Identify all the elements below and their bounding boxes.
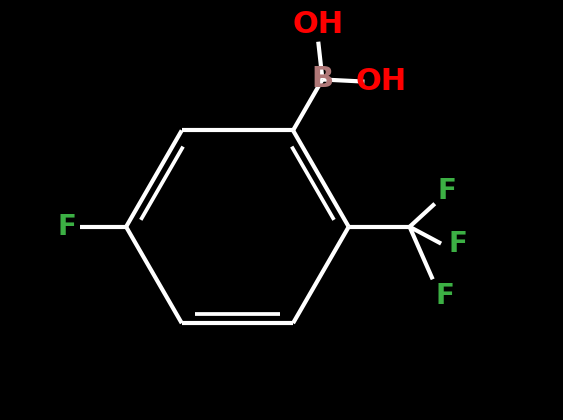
Text: OH: OH (356, 67, 407, 96)
Text: F: F (449, 230, 467, 257)
Text: F: F (438, 177, 457, 205)
Text: B: B (311, 66, 333, 94)
Text: F: F (436, 282, 455, 310)
Text: OH: OH (293, 10, 344, 39)
Text: F: F (58, 213, 77, 241)
